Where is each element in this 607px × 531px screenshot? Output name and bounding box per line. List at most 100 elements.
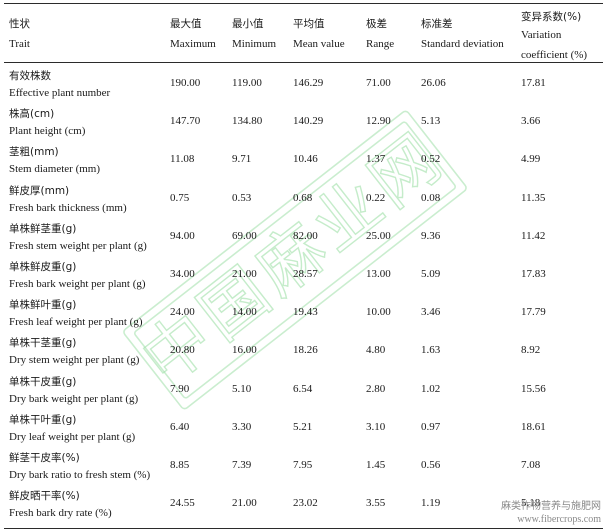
- cell-mean: 28.57: [293, 268, 318, 280]
- header-trait-en: Trait: [9, 38, 30, 50]
- cell-max: 20.80: [170, 344, 195, 357]
- header-cv-zh: 变异系数(%): [521, 11, 582, 23]
- header-min-en: Minimum: [232, 38, 277, 50]
- trait-name-zh: 单株鲜皮重(g): [9, 261, 77, 273]
- cell-range: 1.45: [366, 459, 386, 471]
- trait-name-zh: 鲜皮晒干率(%): [9, 490, 80, 503]
- cell-max: 24.55: [170, 497, 195, 510]
- cell-min: 0.53: [232, 191, 252, 204]
- cell-sd: 26.06: [421, 77, 446, 89]
- trait-name-en: Dry stem weight per plant (g): [9, 354, 140, 367]
- cell-min: 7.39: [232, 459, 252, 471]
- cell-cv: 7.08: [521, 459, 541, 471]
- header-trait-zh: 性状: [9, 18, 30, 30]
- cell-min: 16.00: [232, 344, 257, 357]
- cell-sd: 9.36: [421, 229, 441, 242]
- trait-name-en: Dry bark ratio to fresh stem (%): [9, 469, 151, 481]
- cell-min: 21.00: [232, 497, 257, 510]
- cell-range: 1.37: [366, 153, 386, 166]
- corner-site-name-text: 麻类作物营养与施肥网: [501, 501, 601, 512]
- cell-mean: 0.68: [293, 191, 313, 204]
- cell-max: 6.40: [170, 420, 190, 433]
- cell-range: 4.80: [366, 344, 386, 357]
- cell-mean: 10.46: [293, 153, 318, 166]
- cell-range: 3.55: [366, 497, 386, 510]
- cell-min: 119.00: [232, 77, 262, 89]
- cell-mean: 140.29: [293, 115, 324, 128]
- trait-name-en: Dry leaf weight per plant (g): [9, 430, 136, 443]
- header-mean-zh: 平均值: [293, 18, 325, 30]
- header-range-zh: 极差: [366, 18, 387, 30]
- trait-name-zh: 茎粗(mm): [9, 146, 59, 159]
- cell-sd: 5.13: [421, 115, 441, 128]
- trait-name-zh: 单株干叶重(g): [9, 413, 77, 426]
- trait-name-en: Fresh bark weight per plant (g): [9, 278, 146, 290]
- trait-name-zh: 单株鲜茎重(g): [9, 222, 77, 235]
- corner-site-name: 麻类作物营养与施肥网: [501, 497, 601, 512]
- cell-mean: 18.26: [293, 344, 318, 357]
- cell-min: 14.00: [232, 306, 257, 319]
- cell-range: 13.00: [366, 268, 391, 280]
- cell-cv: 3.66: [521, 115, 541, 128]
- trait-name-zh: 鲜皮厚(mm): [9, 184, 70, 197]
- bottom-rule: [4, 528, 603, 530]
- header-sd-en: Standard deviation: [421, 38, 504, 50]
- cell-range: 10.00: [366, 306, 391, 319]
- cell-cv: 11.35: [521, 191, 546, 204]
- cell-range: 2.80: [366, 382, 386, 395]
- cell-sd: 5.09: [421, 268, 441, 280]
- cell-mean: 5.21: [293, 420, 313, 433]
- trait-name-en: Fresh leaf weight per plant (g): [9, 316, 143, 329]
- cell-cv: 8.92: [521, 344, 541, 357]
- cell-cv: 5.18: [521, 497, 541, 510]
- header-mean-en: Mean value: [293, 38, 345, 50]
- corner-site-url: www.fibercrops.com: [517, 514, 601, 525]
- cell-cv: 17.79: [521, 306, 546, 319]
- cell-max: 190.00: [170, 77, 201, 89]
- cell-cv: 4.99: [521, 153, 541, 166]
- header-cv-en1: Variation: [521, 29, 562, 41]
- cell-sd: 1.63: [421, 344, 441, 357]
- cell-cv: 15.56: [521, 382, 546, 395]
- cell-cv: 17.81: [521, 77, 546, 89]
- trait-name-en: Fresh bark thickness (mm): [9, 201, 127, 214]
- header-rule: [4, 62, 603, 63]
- header-max-zh: 最大值: [170, 18, 202, 30]
- cell-max: 34.00: [170, 268, 195, 280]
- trait-name-en: Effective plant number: [9, 87, 111, 99]
- cell-max: 24.00: [170, 306, 195, 319]
- cell-mean: 6.54: [293, 382, 313, 395]
- cell-max: 147.70: [170, 115, 201, 128]
- cell-range: 0.22: [366, 191, 386, 204]
- cell-mean: 7.95: [293, 459, 313, 471]
- top-rule: [4, 3, 603, 5]
- cell-mean: 19.43: [293, 306, 318, 319]
- cell-min: 5.10: [232, 382, 252, 395]
- trait-name-en: Stem diameter (mm): [9, 163, 101, 176]
- header-sd-zh: 标准差: [421, 18, 453, 30]
- header-range-en: Range: [366, 38, 395, 50]
- trait-name-zh: 单株鲜叶重(g): [9, 299, 77, 312]
- cell-mean: 82.00: [293, 229, 318, 242]
- trait-name-zh: 单株干茎重(g): [9, 337, 77, 350]
- header-cv-en2: coefficient (%): [521, 49, 588, 61]
- trait-name-en: Fresh bark dry rate (%): [9, 507, 112, 520]
- cell-sd: 1.19: [421, 497, 441, 510]
- cell-min: 9.71: [232, 153, 252, 166]
- cell-min: 3.30: [232, 420, 252, 433]
- cell-range: 25.00: [366, 229, 391, 242]
- cell-sd: 0.08: [421, 191, 441, 204]
- trait-name-en: Dry bark weight per plant (g): [9, 392, 139, 405]
- cell-cv: 17.83: [521, 268, 546, 280]
- cell-max: 8.85: [170, 459, 190, 471]
- cell-min: 134.80: [232, 115, 263, 128]
- cell-cv: 11.42: [521, 229, 546, 242]
- cell-min: 69.00: [232, 229, 257, 242]
- cell-range: 71.00: [366, 77, 391, 89]
- cell-max: 94.00: [170, 229, 195, 242]
- trait-name-zh: 有效株数: [9, 70, 51, 82]
- cell-mean: 23.02: [293, 497, 318, 510]
- trait-name-zh: 株高(cm): [9, 108, 55, 121]
- header-max-en: Maximum: [170, 38, 216, 50]
